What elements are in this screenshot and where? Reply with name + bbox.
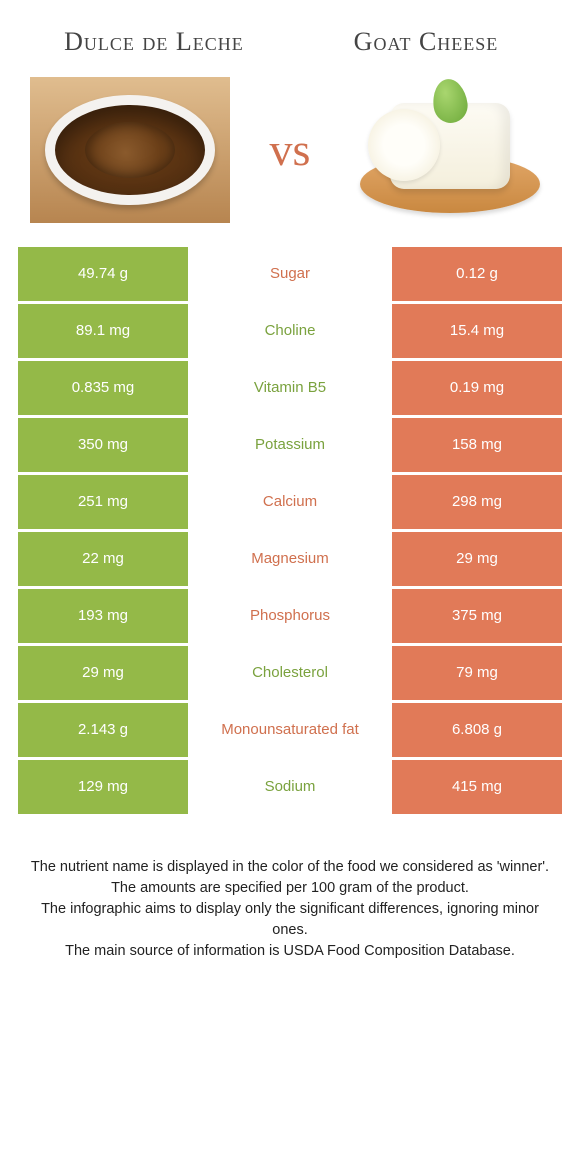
nutrient-name-cell: Monounsaturated fat <box>188 703 392 757</box>
left-value-cell: 251 mg <box>18 475 188 529</box>
food-images-row: vs <box>18 69 562 247</box>
nutrient-row: 350 mgPotassium158 mg <box>18 418 562 472</box>
header-titles: Dulce de Leche Goat Cheese <box>18 0 562 69</box>
right-value-cell: 15.4 mg <box>392 304 562 358</box>
left-value-cell: 0.835 mg <box>18 361 188 415</box>
nutrient-name-cell: Phosphorus <box>188 589 392 643</box>
right-value-cell: 158 mg <box>392 418 562 472</box>
nutrient-comparison-table: 49.74 gSugar0.12 g89.1 mgCholine15.4 mg0… <box>18 247 562 814</box>
left-value-cell: 2.143 g <box>18 703 188 757</box>
nutrient-row: 89.1 mgCholine15.4 mg <box>18 304 562 358</box>
infographic-container: Dulce de Leche Goat Cheese vs 49.74 gSug… <box>0 0 580 962</box>
left-value-cell: 350 mg <box>18 418 188 472</box>
footnote-line: The main source of information is USDA F… <box>30 941 550 962</box>
footnote-line: The nutrient name is displayed in the co… <box>30 857 550 878</box>
nutrient-name-cell: Vitamin B5 <box>188 361 392 415</box>
left-value-cell: 22 mg <box>18 532 188 586</box>
right-value-cell: 6.808 g <box>392 703 562 757</box>
footnote-line: The infographic aims to display only the… <box>30 899 550 941</box>
left-value-cell: 89.1 mg <box>18 304 188 358</box>
nutrient-name-cell: Potassium <box>188 418 392 472</box>
nutrient-row: 193 mgPhosphorus375 mg <box>18 589 562 643</box>
right-value-cell: 298 mg <box>392 475 562 529</box>
nutrient-row: 49.74 gSugar0.12 g <box>18 247 562 301</box>
nutrient-name-cell: Calcium <box>188 475 392 529</box>
right-value-cell: 0.19 mg <box>392 361 562 415</box>
left-food-title: Dulce de Leche <box>32 28 277 57</box>
vs-label: vs <box>266 123 315 176</box>
bowl-shape <box>45 95 215 205</box>
right-value-cell: 29 mg <box>392 532 562 586</box>
nutrient-name-cell: Cholesterol <box>188 646 392 700</box>
right-value-cell: 375 mg <box>392 589 562 643</box>
swirl-shape <box>85 122 175 178</box>
right-value-cell: 415 mg <box>392 760 562 814</box>
right-value-cell: 79 mg <box>392 646 562 700</box>
nutrient-row: 251 mgCalcium298 mg <box>18 475 562 529</box>
nutrient-row: 0.835 mgVitamin B50.19 mg <box>18 361 562 415</box>
footnotes-block: The nutrient name is displayed in the co… <box>18 817 562 962</box>
nutrient-row: 29 mgCholesterol79 mg <box>18 646 562 700</box>
nutrient-row: 22 mgMagnesium29 mg <box>18 532 562 586</box>
right-food-title: Goat Cheese <box>304 28 549 57</box>
nutrient-name-cell: Sugar <box>188 247 392 301</box>
dulce-de-leche-image <box>30 77 230 223</box>
nutrient-name-cell: Choline <box>188 304 392 358</box>
goat-cheese-image <box>350 77 550 223</box>
right-value-cell: 0.12 g <box>392 247 562 301</box>
nutrient-name-cell: Magnesium <box>188 532 392 586</box>
left-value-cell: 49.74 g <box>18 247 188 301</box>
left-value-cell: 129 mg <box>18 760 188 814</box>
nutrient-row: 2.143 gMonounsaturated fat6.808 g <box>18 703 562 757</box>
left-value-cell: 193 mg <box>18 589 188 643</box>
nutrient-name-cell: Sodium <box>188 760 392 814</box>
left-value-cell: 29 mg <box>18 646 188 700</box>
footnote-line: The amounts are specified per 100 gram o… <box>30 878 550 899</box>
nutrient-row: 129 mgSodium415 mg <box>18 760 562 814</box>
